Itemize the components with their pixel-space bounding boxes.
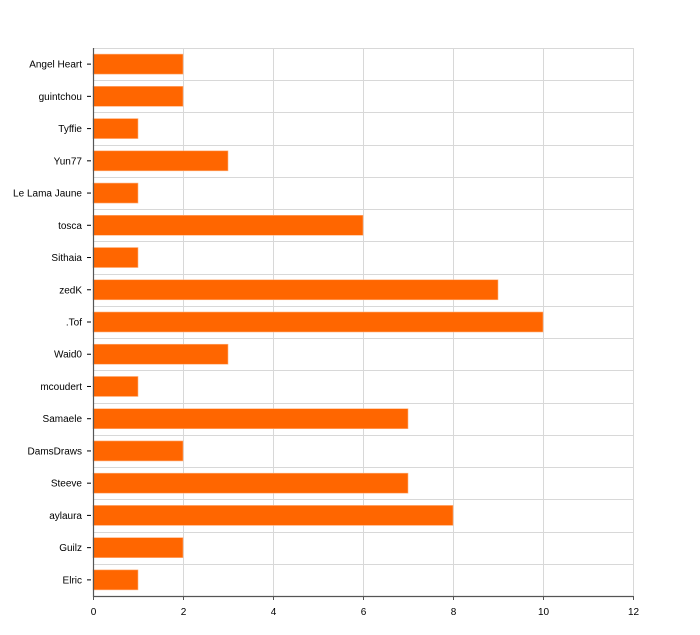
bar [92, 86, 184, 107]
y-tick-label: zedK [59, 285, 82, 296]
bar [92, 569, 139, 591]
bar [92, 214, 364, 236]
x-tick-label: 4 [271, 607, 277, 618]
bar [92, 279, 499, 301]
x-tick-label: 6 [361, 607, 367, 618]
bar [92, 505, 454, 526]
y-tick-label: Guilz [59, 543, 82, 554]
bar [92, 472, 409, 494]
bar [92, 247, 139, 268]
bar [92, 440, 184, 462]
x-tick-label: 10 [538, 607, 550, 618]
bar [92, 118, 139, 139]
bar [92, 311, 544, 333]
x-tick-label: 2 [181, 607, 187, 618]
x-tick-label: 8 [451, 607, 457, 618]
y-tick-label: Yun77 [54, 156, 83, 167]
bar [92, 182, 139, 204]
y-tick-label: DamsDraws [28, 446, 82, 457]
y-tick-label: Tyffie [58, 124, 82, 135]
bar [92, 53, 184, 75]
y-tick-label: Le Lama Jaune [13, 189, 82, 200]
y-tick-label: Elric [63, 575, 82, 586]
y-tick-label: Steeve [51, 479, 83, 490]
bar [92, 537, 184, 558]
x-tick-label: 0 [91, 607, 97, 618]
bar [92, 343, 229, 365]
y-tick-label: Waid0 [54, 350, 82, 361]
y-tick-label: Sithaia [51, 253, 82, 264]
x-tick-label: 12 [628, 607, 640, 618]
bar [92, 376, 139, 397]
y-tick-label: mcoudert [40, 382, 82, 393]
bar [92, 150, 229, 172]
y-tick-label: .Tof [66, 318, 82, 329]
y-tick-label: guintchou [39, 92, 82, 103]
bar [92, 408, 409, 430]
y-tick-label: Angel Heart [29, 60, 82, 71]
y-tick-label: Samaele [43, 414, 83, 425]
y-tick-label: aylaura [49, 511, 82, 522]
y-tick-label: tosca [58, 221, 82, 232]
